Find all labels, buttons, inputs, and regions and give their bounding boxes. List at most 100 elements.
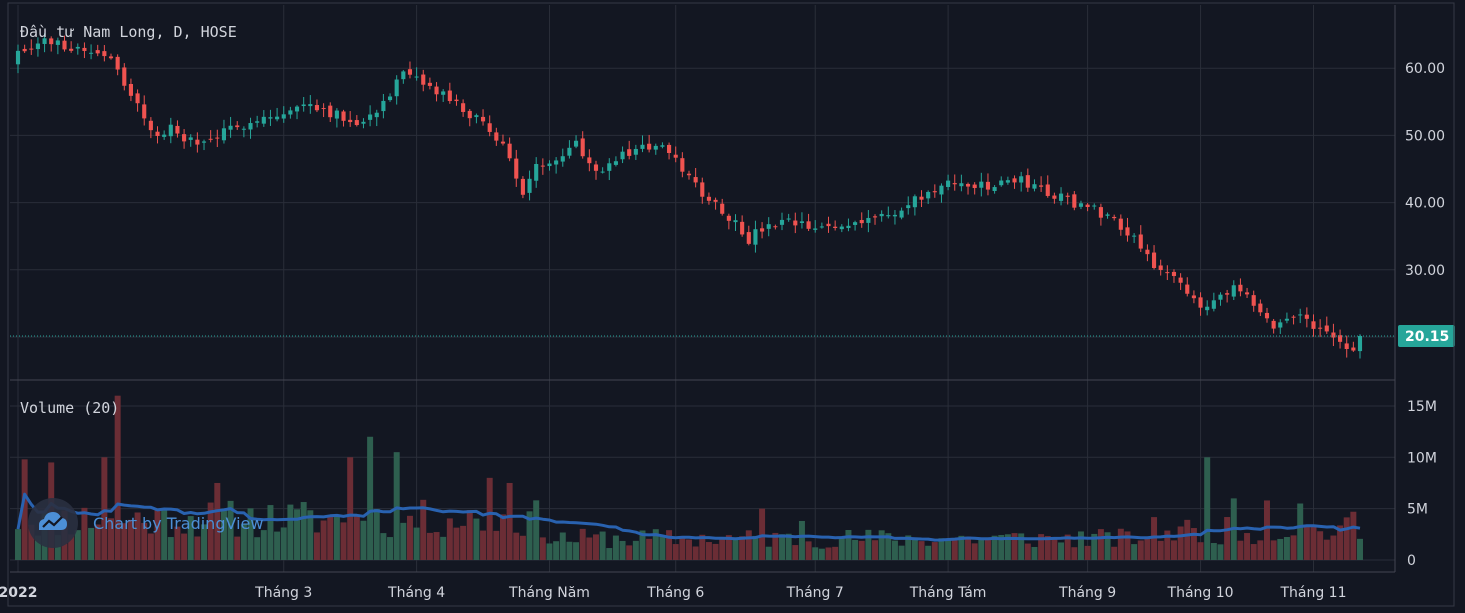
candle-body bbox=[328, 105, 333, 118]
volume-bar bbox=[353, 514, 360, 560]
time-tick-label: 2022 bbox=[0, 585, 37, 601]
candle-body bbox=[354, 120, 359, 126]
volume-bar bbox=[214, 482, 221, 560]
candle-body bbox=[487, 123, 492, 132]
candle-body bbox=[75, 46, 80, 49]
volume-bar bbox=[134, 512, 141, 560]
candle-body bbox=[334, 110, 339, 119]
volume-bar bbox=[320, 520, 327, 560]
candle-body bbox=[899, 210, 904, 218]
volume-axis[interactable]: 0 5M 10M 15M bbox=[1407, 399, 1437, 569]
volume-bar bbox=[486, 477, 493, 560]
volume-bar bbox=[406, 515, 413, 560]
volume-bar bbox=[453, 527, 460, 560]
volume-bar bbox=[1004, 534, 1011, 560]
candle-body bbox=[301, 104, 306, 107]
candle-body bbox=[15, 50, 21, 65]
volume-pane[interactable] bbox=[15, 395, 1363, 560]
volume-bar bbox=[254, 537, 261, 560]
volume-bar bbox=[74, 530, 81, 560]
candle-body bbox=[985, 181, 991, 190]
candle-body bbox=[474, 115, 479, 118]
candle-body bbox=[946, 180, 951, 188]
volume-bar bbox=[1058, 542, 1065, 560]
candle-body bbox=[926, 191, 931, 199]
candle-body bbox=[932, 191, 937, 193]
volume-tick-label: 10M bbox=[1407, 450, 1437, 466]
volume-bar bbox=[666, 530, 673, 560]
volume-bar bbox=[227, 500, 234, 560]
candle-body bbox=[29, 48, 34, 50]
candle-body bbox=[368, 114, 373, 120]
volume-bar bbox=[526, 511, 533, 560]
candle-body bbox=[667, 144, 672, 154]
price-tick-label: 50.00 bbox=[1405, 128, 1445, 144]
candle-body bbox=[208, 138, 213, 140]
volume-bar bbox=[247, 508, 254, 560]
candle-body bbox=[706, 196, 711, 201]
volume-bar bbox=[951, 540, 958, 560]
candle-body bbox=[952, 183, 957, 185]
volume-bar bbox=[433, 532, 440, 560]
volume-bar bbox=[1151, 517, 1158, 560]
candle-body bbox=[494, 132, 499, 141]
candle-body bbox=[480, 116, 486, 122]
candle-body bbox=[673, 154, 678, 158]
volume-bar bbox=[626, 545, 633, 560]
volume-bar bbox=[1317, 531, 1324, 560]
candle-body bbox=[55, 40, 60, 45]
candle-body bbox=[965, 183, 971, 187]
candle-body bbox=[314, 105, 320, 111]
tradingview-watermark[interactable]: Chart by TradingView bbox=[28, 498, 263, 548]
volume-bar bbox=[686, 539, 692, 560]
candle-body bbox=[826, 223, 831, 227]
volume-bar bbox=[619, 540, 626, 560]
candle-body bbox=[1251, 295, 1256, 306]
candle-body bbox=[1025, 175, 1030, 188]
candle-body bbox=[195, 139, 200, 145]
volume-bar bbox=[1343, 517, 1350, 560]
candle-body bbox=[740, 221, 745, 235]
candle-body bbox=[95, 50, 100, 54]
candle-body bbox=[527, 178, 532, 193]
candle-body bbox=[1291, 316, 1296, 318]
candle-body bbox=[108, 56, 114, 59]
last-price-badge: 20.15 bbox=[1398, 325, 1455, 347]
candle-body bbox=[819, 226, 824, 228]
volume-bar bbox=[553, 541, 560, 560]
candle-body bbox=[1238, 284, 1243, 292]
candle-body bbox=[1105, 214, 1110, 216]
price-pane[interactable] bbox=[15, 33, 1363, 359]
candle-body bbox=[1185, 284, 1190, 294]
candle-body bbox=[1198, 297, 1203, 308]
volume-tick-label: 5M bbox=[1407, 502, 1428, 518]
volume-bar bbox=[1038, 534, 1045, 560]
candle-body bbox=[1118, 218, 1123, 230]
candle-body bbox=[341, 111, 346, 121]
volume-bar bbox=[28, 524, 35, 560]
volume-bar bbox=[121, 523, 128, 560]
volume-bar bbox=[1237, 540, 1244, 560]
candle-body bbox=[22, 48, 27, 52]
candle-body bbox=[627, 149, 632, 156]
candle-body bbox=[1298, 314, 1303, 316]
volume-bar bbox=[911, 538, 918, 560]
volume-bar bbox=[1144, 536, 1151, 560]
candle-body bbox=[766, 224, 771, 229]
volume-bar bbox=[94, 524, 101, 560]
volume-bar bbox=[573, 542, 580, 560]
time-axis[interactable]: 2022 Tháng 3 Tháng 4 Tháng Năm Tháng 6 Tháng … bbox=[0, 585, 1347, 601]
time-tick-label: Tháng Năm bbox=[508, 585, 590, 601]
volume-bar bbox=[858, 540, 865, 560]
candle-body bbox=[799, 221, 805, 224]
volume-bar bbox=[1197, 542, 1204, 560]
price-tick-label: 60.00 bbox=[1405, 61, 1445, 77]
volume-bar bbox=[705, 542, 712, 560]
candle-body bbox=[912, 196, 917, 208]
candle-body bbox=[633, 148, 638, 155]
candle-body bbox=[1032, 184, 1037, 189]
candle-body bbox=[547, 163, 552, 167]
volume-bar bbox=[1104, 532, 1111, 560]
volume-bar bbox=[865, 529, 872, 560]
